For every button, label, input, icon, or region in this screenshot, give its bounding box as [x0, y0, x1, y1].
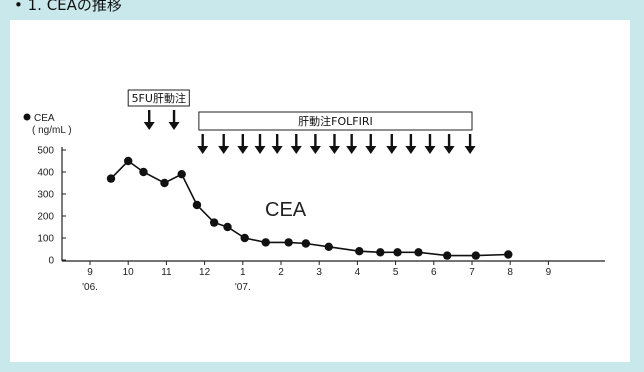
treatment-arrow-head [346, 146, 358, 154]
data-point [324, 242, 333, 251]
legend-marker [23, 113, 31, 121]
x-tick-label: 7 [469, 267, 475, 278]
treatment-arrow-head [405, 146, 417, 154]
series-label: CEA [265, 199, 307, 221]
treatment-arrow-head [443, 146, 455, 154]
legend-label: CEA [34, 113, 55, 124]
treatment-box [127, 89, 190, 107]
cea-line [110, 159, 509, 257]
treatment-arrow-head [328, 146, 340, 154]
x-tick-label: 12 [199, 267, 211, 278]
treatment-arrow-head [309, 146, 321, 154]
treatment-arrow-head [168, 122, 180, 130]
data-point [504, 250, 513, 259]
data-point [414, 248, 423, 257]
cea-series: CEA [106, 156, 513, 260]
treatment-box [198, 111, 473, 131]
data-point [139, 167, 148, 177]
treatment-arrow-head [197, 146, 209, 154]
data-point [471, 251, 481, 260]
y-tick-label: 400 [37, 168, 54, 179]
data-point [240, 233, 249, 243]
x-tick-label: 9 [87, 267, 93, 278]
treatment-arrow-head [237, 146, 249, 154]
data-point [393, 248, 402, 257]
data-point [442, 251, 452, 260]
treatment-label: 肝動注FOLFIRI [298, 114, 373, 128]
y-tick-label: 500 [37, 146, 54, 157]
treatment-arrow-head [464, 146, 476, 154]
year-label: '06. [82, 282, 98, 293]
y-tick-label: 0 [48, 256, 54, 267]
legend: CEA( ng/mL ) [23, 113, 72, 136]
x-tick-label: 11 [161, 267, 172, 278]
y-tick-label: 100 [37, 234, 54, 245]
x-tick-label: 2 [278, 267, 284, 278]
data-point [223, 222, 232, 232]
treatment-arrow-head [271, 146, 283, 154]
x-tick-label: 9 [546, 267, 552, 278]
x-tick-label: 4 [355, 267, 361, 278]
data-point [177, 170, 186, 179]
treatment-label: 5FU肝動注 [132, 91, 186, 105]
treatment-arrow-head [254, 146, 266, 154]
data-point [261, 238, 270, 247]
x-tick-label: 1 [240, 267, 246, 278]
treatment-arrow-head [143, 122, 155, 130]
data-point [124, 156, 133, 166]
treatment-arrow-head [424, 146, 436, 154]
x-tick-label: 6 [431, 267, 437, 278]
data-point [284, 238, 293, 247]
x-tick-label: 10 [123, 267, 135, 278]
treatment-arrow-head [365, 146, 377, 154]
y-tick-label: 200 [37, 212, 54, 223]
data-point [301, 239, 311, 248]
figure-caption: • 1. CEAの推移 [14, 0, 122, 14]
year-label: '07. [235, 282, 251, 293]
legend-unit: ( ng/mL ) [32, 125, 72, 136]
data-point [376, 248, 385, 257]
chart-panel: 0 100 200 300 400 500 9 10 11 12 1 2 3 4 5 6 7 8 9'06. '07.… [10, 20, 630, 362]
data-point [209, 218, 219, 227]
x-tick-label: 3 [316, 267, 322, 278]
treatment-arrow-head [218, 146, 230, 154]
y-tick-label: 300 [37, 190, 54, 201]
data-point [355, 247, 364, 256]
x-tick-label: 5 [393, 267, 399, 278]
treatment-arrow-head [290, 146, 302, 154]
x-tick-label: 8 [507, 267, 513, 278]
data-point [106, 174, 116, 183]
data-point [192, 200, 202, 210]
data-point [160, 178, 169, 188]
treatment-arrow-head [386, 146, 398, 154]
